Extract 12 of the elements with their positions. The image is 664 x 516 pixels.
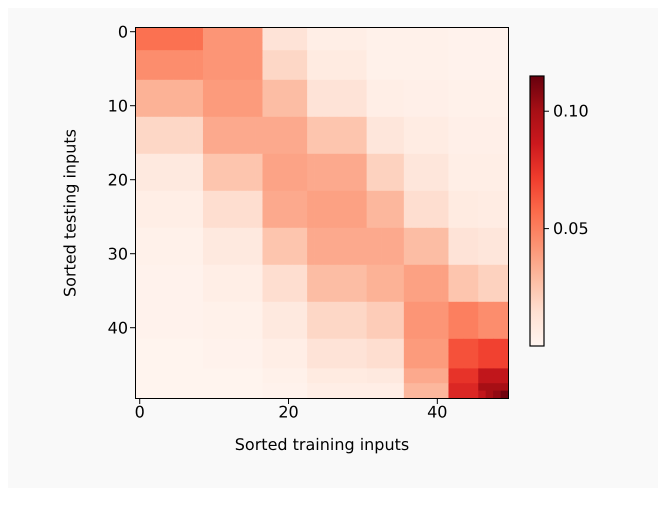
color-bar-label: 0.10 (553, 102, 589, 121)
x-tick-label: 0 (134, 402, 145, 422)
x-tick-label: 40 (427, 402, 448, 422)
y-tick-label: 0 (118, 22, 128, 42)
y-tick-label: 40 (108, 318, 128, 338)
y-tick-label: 30 (108, 244, 128, 264)
y-tick-label: 20 (108, 170, 128, 190)
x-axis-title: Sorted training inputs (234, 435, 410, 454)
y-axis-title: Sorted testing inputs (60, 129, 80, 297)
y-tick-label: 10 (108, 96, 128, 116)
x-tick-label: 20 (278, 402, 299, 422)
color-bar-label: 0.05 (553, 219, 589, 238)
